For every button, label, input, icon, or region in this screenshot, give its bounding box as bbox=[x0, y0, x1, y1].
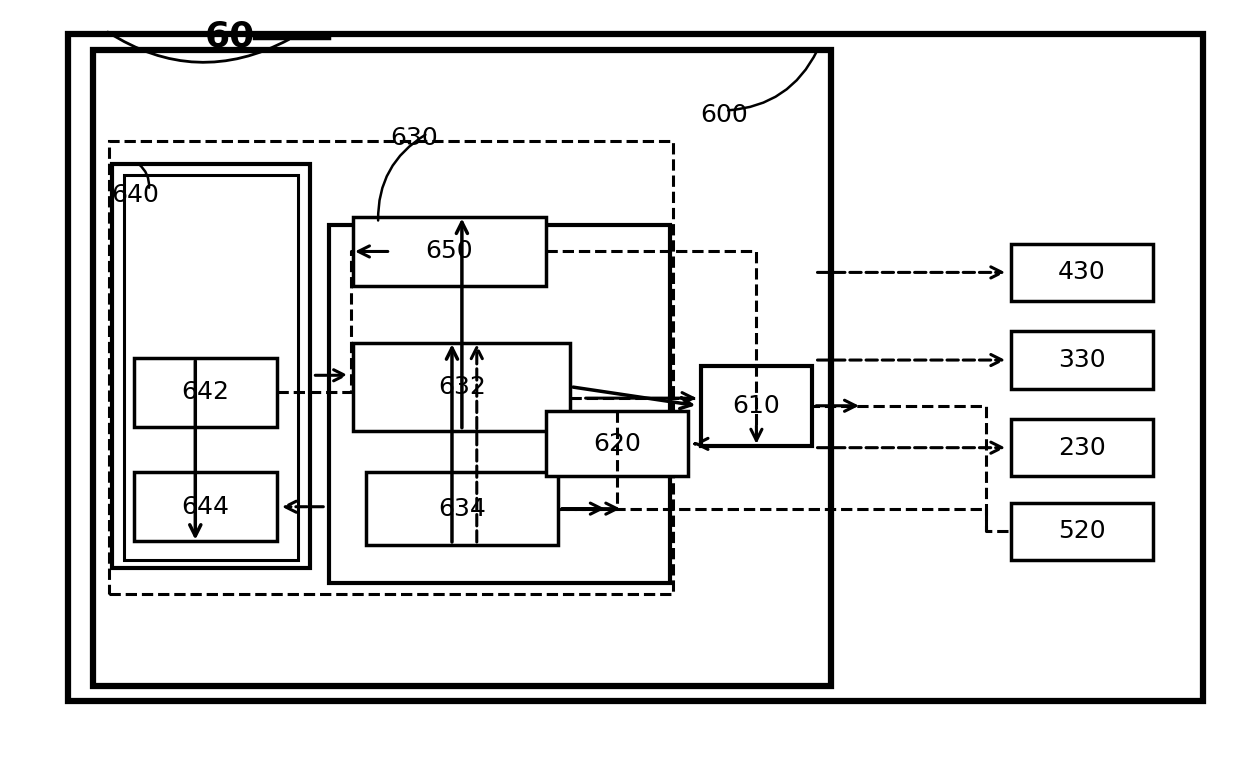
Bar bbox=[1011, 331, 1153, 389]
Text: 640: 640 bbox=[112, 183, 160, 207]
Bar bbox=[329, 225, 670, 583]
Text: 600: 600 bbox=[701, 103, 749, 126]
Bar bbox=[68, 34, 1203, 701]
Text: 650: 650 bbox=[425, 239, 474, 264]
Text: 632: 632 bbox=[438, 375, 486, 399]
Text: 634: 634 bbox=[438, 497, 486, 520]
Bar bbox=[1011, 419, 1153, 476]
Text: 520: 520 bbox=[1058, 520, 1106, 543]
Bar bbox=[109, 141, 673, 594]
Bar bbox=[112, 164, 310, 568]
Bar bbox=[93, 50, 831, 686]
Bar bbox=[353, 343, 570, 431]
Text: 630: 630 bbox=[391, 126, 439, 149]
Bar bbox=[546, 411, 688, 476]
Bar bbox=[134, 472, 277, 541]
Text: 230: 230 bbox=[1058, 436, 1106, 459]
Text: 642: 642 bbox=[181, 380, 229, 405]
Text: 60: 60 bbox=[205, 19, 254, 53]
Bar bbox=[1011, 244, 1153, 301]
Bar bbox=[134, 358, 277, 427]
Text: 430: 430 bbox=[1058, 261, 1106, 284]
Bar bbox=[701, 366, 812, 446]
Bar bbox=[1011, 503, 1153, 560]
Text: 620: 620 bbox=[593, 432, 641, 456]
Text: 330: 330 bbox=[1058, 348, 1106, 372]
Bar bbox=[124, 175, 298, 560]
Text: 610: 610 bbox=[733, 394, 780, 418]
Bar bbox=[353, 217, 546, 286]
Bar bbox=[366, 472, 558, 545]
Text: 644: 644 bbox=[181, 495, 229, 519]
